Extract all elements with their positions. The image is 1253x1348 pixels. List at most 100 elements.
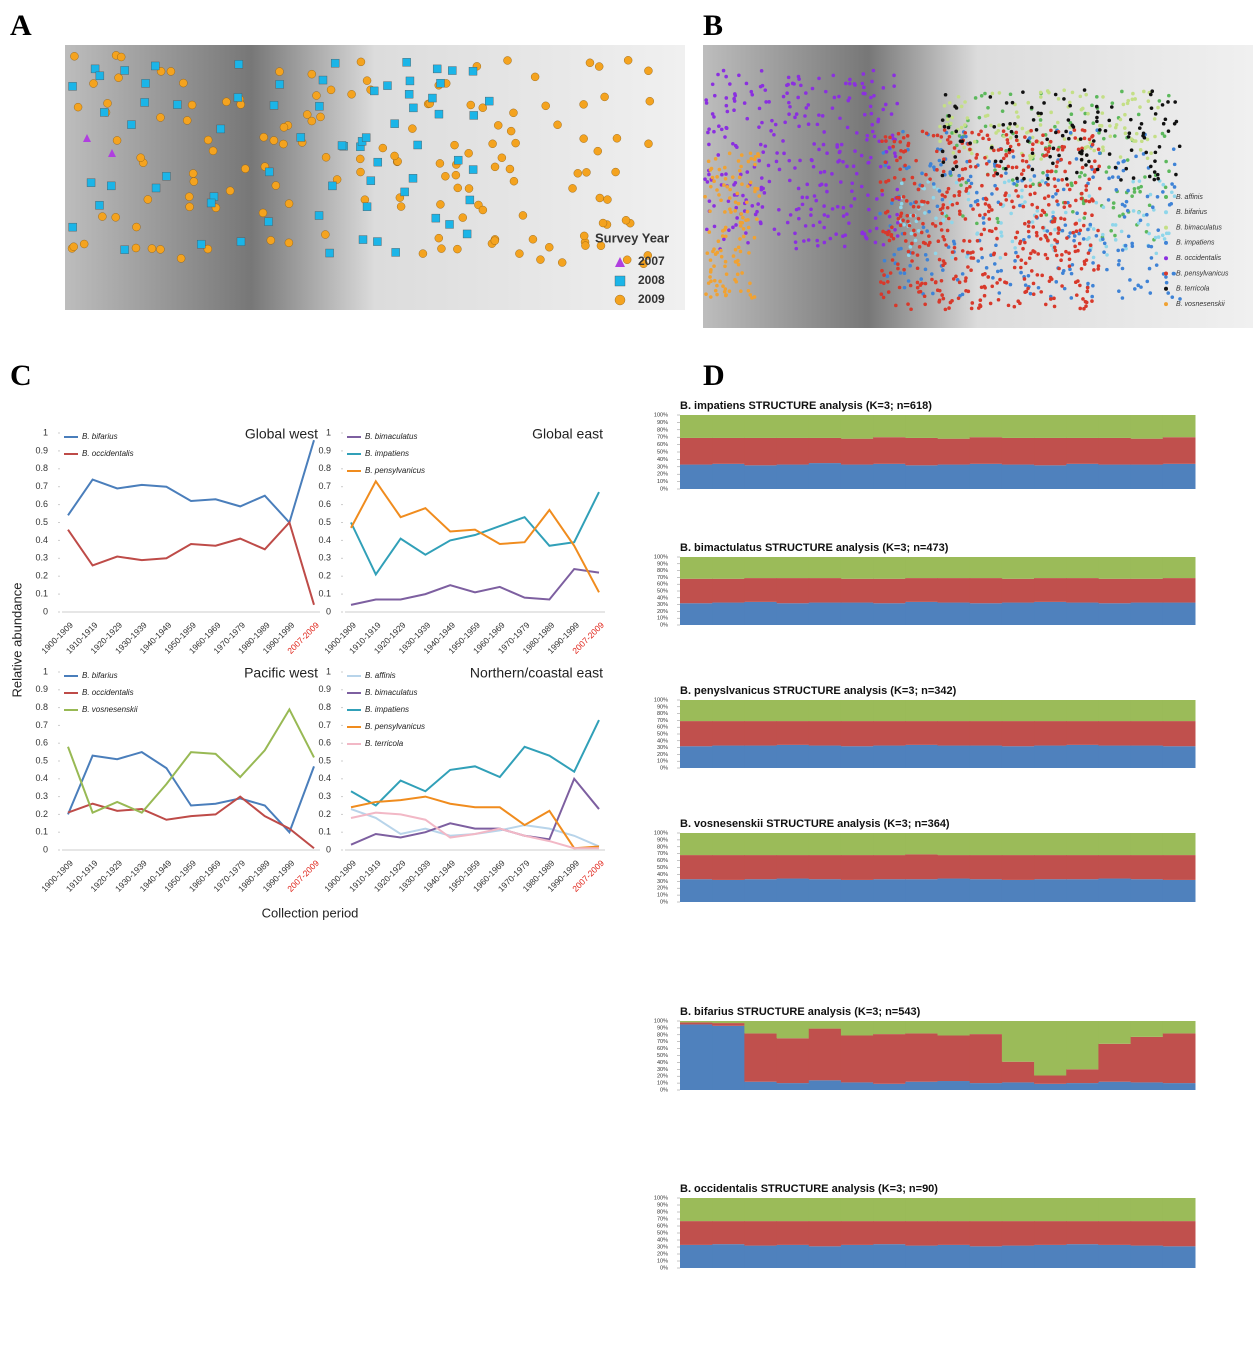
y-tick-label: 50% — [657, 731, 668, 737]
map-point — [1162, 122, 1166, 126]
map-point — [945, 190, 949, 194]
map-point — [960, 126, 964, 130]
map-point — [966, 265, 970, 269]
bar-segment — [970, 415, 1003, 437]
map-point — [1064, 211, 1068, 215]
map-point — [409, 174, 417, 182]
y-tick-label: 30% — [657, 745, 668, 751]
map-point — [622, 216, 630, 224]
bar-segment — [841, 603, 874, 625]
map-point — [1116, 249, 1120, 253]
map-point — [996, 129, 1000, 133]
y-tick-label: 50% — [657, 865, 668, 871]
map-point — [1134, 139, 1138, 143]
map-point — [898, 167, 902, 171]
map-point — [1148, 291, 1152, 295]
bar-segment — [809, 746, 842, 768]
map-point — [1124, 244, 1128, 248]
chart-title: Global east — [532, 426, 603, 442]
map-point — [908, 224, 912, 228]
map-point — [1019, 266, 1023, 270]
map-point — [814, 199, 818, 203]
map-point — [1124, 167, 1128, 171]
map-point — [465, 185, 473, 193]
map-point — [942, 297, 946, 301]
map-point — [935, 168, 939, 172]
bar-segment — [744, 746, 777, 768]
y-tick-label: 0.8 — [35, 463, 48, 473]
map-point — [115, 74, 123, 82]
bar-segment — [1131, 1198, 1164, 1221]
map-point — [297, 133, 305, 141]
bar-segment — [905, 1246, 938, 1268]
map-point — [1026, 139, 1030, 143]
map-point — [1149, 165, 1153, 169]
map-point — [1157, 235, 1161, 239]
map-point — [819, 171, 823, 175]
map-point — [414, 141, 422, 149]
map-point — [241, 165, 249, 173]
map-point — [1065, 177, 1069, 181]
map-point — [1127, 234, 1131, 238]
y-tick-label: 30% — [657, 1067, 668, 1073]
map-point — [739, 289, 743, 293]
map-point — [986, 275, 990, 279]
map-point — [1074, 181, 1078, 185]
line — [68, 752, 314, 832]
bar-segment — [1002, 1198, 1035, 1221]
map-point — [993, 262, 997, 266]
map-point — [922, 241, 926, 245]
map-point — [1036, 252, 1040, 256]
bar-segment — [938, 1021, 971, 1035]
map-point — [1047, 203, 1051, 207]
map-point — [860, 154, 864, 158]
map-point — [957, 193, 961, 197]
map-point — [826, 214, 830, 218]
map-point — [930, 272, 934, 276]
map-point — [1173, 185, 1177, 189]
bar-segment — [970, 1221, 1003, 1246]
map-point — [1011, 240, 1015, 244]
bar-segment — [1098, 1021, 1131, 1044]
map-point — [963, 123, 967, 127]
map-point — [624, 56, 632, 64]
map-point — [1063, 170, 1067, 174]
map-point — [1003, 181, 1007, 185]
bar-segment — [1034, 1076, 1067, 1084]
map-point — [796, 96, 800, 100]
map-point — [467, 101, 475, 109]
bar-segment — [905, 602, 938, 625]
map-point — [913, 233, 917, 237]
map-point — [1025, 160, 1029, 164]
map-point — [724, 96, 728, 100]
map-point — [1004, 153, 1008, 157]
bar-segment — [905, 745, 938, 768]
map-point — [1072, 239, 1076, 243]
map-point — [1067, 251, 1071, 255]
bar-segment — [841, 557, 874, 579]
map-point — [403, 58, 411, 66]
bar-segment — [970, 578, 1003, 603]
map-point — [942, 218, 946, 222]
map-point — [1021, 159, 1025, 163]
bar-segment — [1066, 721, 1099, 745]
map-point — [838, 151, 842, 155]
bar-segment — [1131, 603, 1164, 625]
map-point — [1174, 173, 1178, 177]
map-point — [708, 275, 712, 279]
bar-segment — [1098, 700, 1131, 721]
map-point — [1039, 123, 1043, 127]
map-point — [745, 82, 749, 86]
map-point — [928, 164, 932, 168]
y-axis-label: Relative abundance — [9, 583, 24, 698]
bar-segment — [777, 1021, 810, 1038]
map-point — [267, 236, 275, 244]
map-point — [1009, 145, 1013, 149]
map-point — [955, 181, 959, 185]
map-point — [855, 131, 859, 135]
map-point — [968, 159, 972, 163]
map-point — [870, 123, 874, 127]
map-point — [156, 114, 164, 122]
map-point — [726, 110, 730, 114]
map-point — [1083, 88, 1087, 92]
